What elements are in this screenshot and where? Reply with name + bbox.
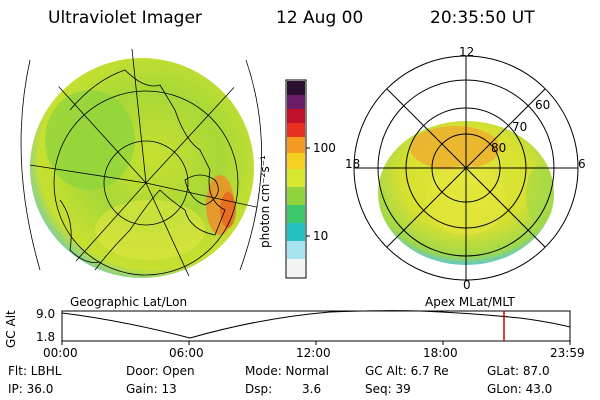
- mode-info: Mode: Normal: [245, 364, 329, 378]
- instrument-title: Ultraviolet Imager: [48, 8, 202, 28]
- alt-tick-9: 9.0: [36, 307, 56, 321]
- time-label: 20:35:50 UT: [430, 8, 535, 28]
- gain-info: Gain: 13: [126, 382, 177, 396]
- mlat-label-70: 70: [512, 120, 528, 134]
- mlt-label-6: 6: [578, 157, 586, 171]
- color-bar: [285, 79, 310, 279]
- seq-info: Seq: 39: [365, 382, 411, 396]
- dsp-value: 3.6: [302, 382, 322, 396]
- ip-info: IP: 36.0: [8, 382, 54, 396]
- gc-alt-ylabel: GC Alt: [4, 310, 18, 348]
- time-tick-1800: 18:00: [423, 346, 458, 360]
- time-tick-0600: 06:00: [169, 346, 204, 360]
- glon-info: GLon: 43.0: [487, 382, 553, 396]
- mlt-label-18: 18: [345, 157, 361, 171]
- time-tick-2359: 23:59: [550, 346, 585, 360]
- apex-polar-map: [353, 55, 579, 281]
- mlat-label-60: 60: [535, 98, 551, 112]
- apex-label: Apex MLat/MLT: [425, 295, 515, 309]
- date-label: 12 Aug 00: [276, 8, 364, 28]
- altitude-curve: [61, 310, 571, 339]
- mlt-label-12: 12: [459, 45, 475, 59]
- colorbar-tick-100: 100: [313, 141, 336, 155]
- alt-tick-1-8: 1.8: [36, 330, 56, 344]
- mlat-label-80: 80: [491, 141, 507, 155]
- time-tick-0000: 00:00: [43, 346, 78, 360]
- filter-info: Flt: LBHL: [8, 364, 62, 378]
- gc-alt-info: GC Alt: 6.7 Re: [365, 364, 449, 378]
- dsp-label: Dsp:: [245, 382, 273, 396]
- time-tick-1200: 12:00: [296, 346, 331, 360]
- geographic-label: Geographic Lat/Lon: [70, 295, 188, 309]
- door-info: Door: Open: [126, 364, 195, 378]
- colorbar-unit-label: photon cm⁻²s⁻¹: [258, 155, 272, 248]
- geographic-map: [20, 48, 264, 284]
- mlt-label-0: 0: [463, 278, 471, 292]
- colorbar-tick-10: 10: [313, 229, 329, 243]
- glat-info: GLat: 87.0: [487, 364, 550, 378]
- altitude-plot: [61, 310, 571, 345]
